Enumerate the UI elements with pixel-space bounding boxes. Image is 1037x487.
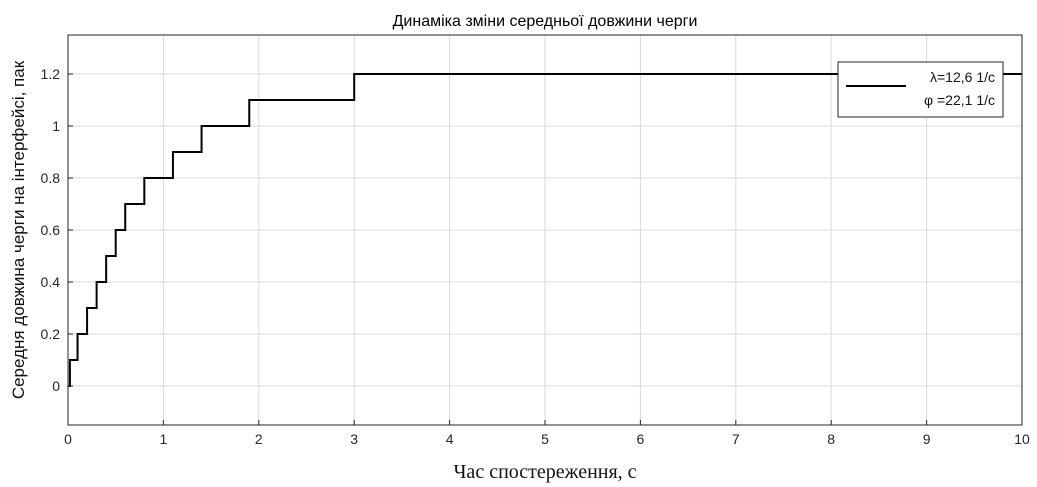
x-tick-label: 7 [732, 431, 740, 447]
chart-title: Динаміка зміни середньої довжини черги [393, 13, 698, 30]
legend-box [837, 61, 1004, 118]
legend-entry-lambda: λ=12,6 1/c [930, 69, 995, 85]
x-tick-label: 0 [64, 431, 72, 447]
x-tick-label: 3 [350, 431, 358, 447]
x-tick-label: 9 [923, 431, 931, 447]
y-tick-label: 0.4 [41, 274, 61, 290]
y-tick-label: 0.2 [41, 326, 61, 342]
series-line [68, 73, 1022, 387]
x-tick-label: 1 [160, 431, 168, 447]
x-tick-label: 5 [541, 431, 549, 447]
y-tick-label: 1.2 [41, 66, 61, 82]
x-axis-label: Час спостереження, с [453, 461, 636, 483]
y-tick-label: 1 [52, 118, 60, 134]
x-tick-label: 8 [827, 431, 835, 447]
y-tick-label: 0 [52, 378, 60, 394]
y-tick-label: 0.6 [41, 222, 61, 238]
tick-labels: 0 1 2 3 4 5 6 7 8 9 10 0 0.2 0.4 0.6 0.8 1 1.2 [41, 66, 1030, 447]
legend-entry-phi: φ =22,1 1/c [924, 92, 995, 108]
y-tick-label: 0.8 [41, 170, 61, 186]
plot-area [68, 73, 1022, 387]
x-tick-label: 10 [1014, 431, 1030, 447]
x-tick-label: 6 [637, 431, 645, 447]
x-tick-label: 4 [446, 431, 454, 447]
legend: λ=12,6 1/c φ =22,1 1/c [837, 61, 1004, 118]
x-tick-label: 2 [255, 431, 263, 447]
y-axis-label: Середня довжина черги на інтерфейсі, пак [9, 60, 28, 399]
